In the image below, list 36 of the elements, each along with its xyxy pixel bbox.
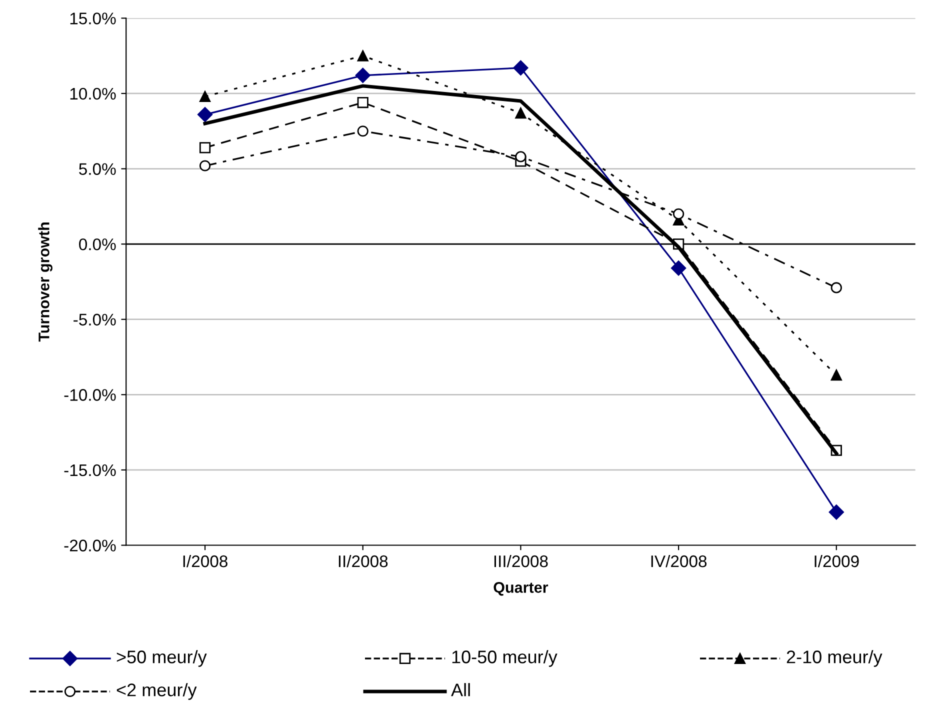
x-tick-label: II/2008 — [338, 554, 388, 568]
point — [670, 260, 686, 276]
point — [355, 68, 370, 83]
y-tick-label: -15.0% — [64, 464, 116, 476]
y-tick-label: -20.0% — [64, 540, 116, 552]
point — [199, 90, 211, 102]
x-tick-label: I/2008 — [183, 554, 228, 568]
point — [199, 142, 211, 154]
point — [357, 96, 368, 108]
legend-label: All — [451, 683, 470, 696]
x-axis-title: Quarter — [494, 582, 548, 596]
point — [513, 60, 528, 76]
y-axis-title: Turnover growth — [38, 222, 52, 342]
point — [199, 160, 211, 172]
legend-label: 2-10 meur/y — [786, 650, 882, 667]
y-tick-label: -5.0% — [74, 314, 116, 326]
x-tick-label: IV/2008 — [651, 554, 707, 568]
y-tick-label: 10.0% — [70, 88, 116, 100]
legend-label: >50 meur/y — [116, 650, 207, 667]
legend-label: <2 meur/y — [116, 683, 197, 700]
y-tick-label: -10.0% — [64, 389, 116, 401]
y-tick-label: 5.0% — [79, 163, 116, 175]
point — [672, 208, 684, 220]
x-tick-label: III/2008 — [494, 554, 548, 568]
point — [357, 50, 368, 62]
point — [515, 151, 526, 162]
point — [515, 107, 526, 119]
point — [197, 106, 213, 122]
point — [830, 370, 842, 381]
x-tick-label: I/2009 — [814, 554, 859, 568]
point — [357, 126, 368, 137]
point — [830, 282, 842, 294]
y-tick-label: 15.0% — [70, 12, 116, 24]
legend-label: 10-50 meur/y — [452, 650, 558, 667]
point — [828, 504, 844, 520]
y-tick-label: 0.0% — [79, 238, 116, 250]
